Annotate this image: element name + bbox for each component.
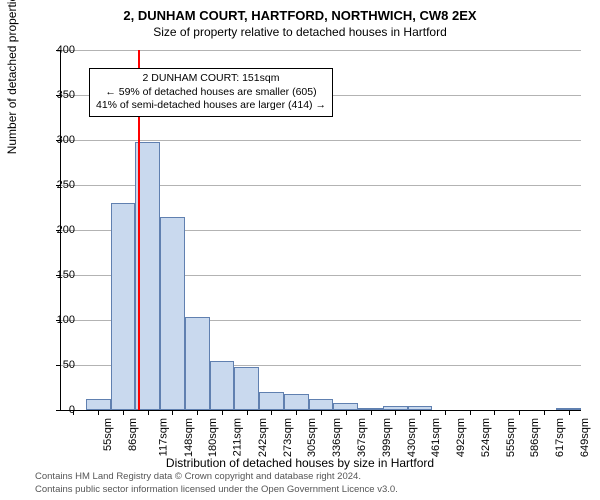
x-tick-label: 117sqm [157,418,169,456]
x-tick-mark [148,410,149,415]
y-tick-label: 50 [45,359,75,371]
y-tick-label: 250 [45,179,75,191]
x-axis-title: Distribution of detached houses by size … [0,456,600,470]
y-tick-label: 100 [45,314,75,326]
x-tick-label: 524sqm [480,418,492,457]
x-tick-label: 617sqm [554,418,566,457]
x-tick-mark [494,410,495,415]
x-tick-label: 148sqm [183,418,195,457]
x-tick-mark [346,410,347,415]
x-tick-label: 492sqm [455,418,467,457]
annotation-line1: 2 DUNHAM COURT: 151sqm [96,72,326,86]
x-tick-mark [470,410,471,415]
annotation-line3: 41% of semi-detached houses are larger (… [96,99,326,113]
footer-line2: Contains public sector information licen… [35,484,398,496]
x-tick-label: 242sqm [257,418,269,457]
x-tick-mark [271,410,272,415]
x-tick-mark [222,410,223,415]
y-tick-label: 300 [45,134,75,146]
x-tick-label: 399sqm [381,418,393,457]
y-tick-label: 0 [45,404,75,416]
x-tick-mark [123,410,124,415]
chart-subtitle: Size of property relative to detached ho… [0,23,600,39]
y-tick-label: 150 [45,269,75,281]
x-tick-label: 649sqm [579,418,591,457]
chart-title: 2, DUNHAM COURT, HARTFORD, NORTHWICH, CW… [0,0,600,23]
x-tick-mark [321,410,322,415]
y-tick-label: 400 [45,44,75,56]
x-tick-label: 273sqm [282,418,294,457]
x-tick-mark [197,410,198,415]
x-tick-label: 211sqm [232,418,244,456]
annotation-line2: ← 59% of detached houses are smaller (60… [96,86,326,100]
x-tick-mark [98,410,99,415]
x-tick-label: 180sqm [208,418,220,457]
x-tick-mark [172,410,173,415]
x-tick-mark [247,410,248,415]
footer: Contains HM Land Registry data © Crown c… [35,471,398,496]
x-tick-label: 55sqm [102,418,114,451]
x-tick-label: 336sqm [331,418,343,457]
chart-container: 2, DUNHAM COURT, HARTFORD, NORTHWICH, CW… [0,0,600,500]
x-tick-label: 555sqm [505,418,517,457]
x-tick-label: 86sqm [127,418,139,451]
x-tick-mark [420,410,421,415]
x-tick-mark [371,410,372,415]
histogram-bar [185,317,210,410]
x-tick-mark [569,410,570,415]
histogram-bar [160,217,185,410]
histogram-bar [234,367,259,410]
y-axis-label: Number of detached properties [5,0,19,154]
histogram-bar [86,399,111,410]
histogram-bar [309,399,334,410]
x-tick-mark [445,410,446,415]
annotation-box: 2 DUNHAM COURT: 151sqm ← 59% of detached… [89,68,333,117]
x-tick-mark [519,410,520,415]
x-tick-mark [544,410,545,415]
footer-line1: Contains HM Land Registry data © Crown c… [35,471,398,483]
y-tick-label: 350 [45,89,75,101]
histogram-bar [111,203,136,410]
plot-area: 2 DUNHAM COURT: 151sqm ← 59% of detached… [60,50,581,411]
histogram-bar [333,403,358,410]
x-tick-mark [395,410,396,415]
x-tick-label: 461sqm [430,418,442,457]
x-tick-label: 586sqm [529,418,541,457]
x-tick-mark [296,410,297,415]
x-tick-label: 367sqm [356,418,368,457]
x-tick-label: 305sqm [307,418,319,457]
histogram-bar [210,361,235,411]
histogram-bar [259,392,284,410]
y-tick-label: 200 [45,224,75,236]
x-tick-label: 430sqm [406,418,418,457]
histogram-bar [284,394,309,410]
